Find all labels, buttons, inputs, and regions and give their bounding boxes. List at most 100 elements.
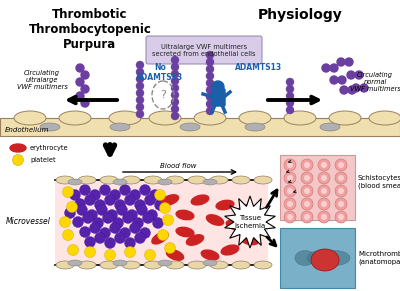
Circle shape [360, 84, 368, 92]
Ellipse shape [56, 176, 74, 184]
Circle shape [110, 189, 120, 200]
Circle shape [287, 188, 293, 194]
Circle shape [136, 82, 144, 90]
Circle shape [304, 188, 310, 194]
Ellipse shape [158, 260, 172, 266]
Circle shape [146, 210, 158, 221]
Circle shape [106, 210, 118, 221]
Circle shape [64, 207, 76, 219]
Circle shape [136, 61, 144, 69]
Circle shape [126, 210, 138, 221]
Text: Blood flow: Blood flow [160, 163, 196, 169]
Circle shape [116, 205, 128, 216]
Circle shape [337, 58, 345, 66]
Circle shape [286, 106, 294, 114]
Ellipse shape [329, 111, 361, 125]
Circle shape [112, 217, 124, 228]
Circle shape [318, 185, 330, 197]
Circle shape [130, 223, 140, 233]
Ellipse shape [295, 251, 315, 265]
Ellipse shape [254, 176, 272, 184]
Circle shape [80, 184, 90, 196]
Circle shape [171, 63, 179, 71]
Circle shape [171, 56, 179, 64]
Circle shape [335, 172, 347, 184]
Ellipse shape [158, 179, 172, 185]
Ellipse shape [166, 250, 184, 260]
Circle shape [104, 237, 116, 249]
Circle shape [286, 99, 294, 107]
Circle shape [335, 185, 347, 197]
Circle shape [144, 249, 156, 260]
Circle shape [132, 217, 144, 228]
Circle shape [206, 100, 214, 108]
Circle shape [81, 85, 89, 93]
Circle shape [171, 105, 179, 113]
Circle shape [301, 185, 313, 197]
Circle shape [321, 175, 327, 181]
Circle shape [338, 175, 344, 181]
Circle shape [76, 92, 84, 100]
Circle shape [304, 162, 310, 168]
Circle shape [352, 84, 360, 92]
Ellipse shape [206, 215, 224, 225]
Ellipse shape [186, 235, 204, 245]
Circle shape [12, 155, 24, 166]
Circle shape [318, 198, 330, 210]
Circle shape [62, 187, 74, 198]
Circle shape [114, 233, 126, 244]
Circle shape [330, 76, 338, 84]
Circle shape [134, 233, 146, 244]
Circle shape [92, 217, 104, 228]
Ellipse shape [176, 210, 194, 220]
Circle shape [304, 175, 310, 181]
Circle shape [338, 76, 346, 84]
Text: Endothelium: Endothelium [5, 127, 50, 133]
Circle shape [171, 70, 179, 78]
Ellipse shape [241, 235, 259, 245]
Ellipse shape [56, 261, 74, 269]
Bar [280, 155, 355, 220]
Ellipse shape [152, 232, 168, 244]
Circle shape [140, 228, 150, 239]
Circle shape [134, 200, 146, 210]
Circle shape [318, 159, 330, 171]
Text: Tissue
Ischemia: Tissue Ischemia [234, 216, 266, 228]
Circle shape [338, 214, 344, 220]
Circle shape [286, 92, 294, 100]
Circle shape [124, 237, 136, 249]
Ellipse shape [232, 261, 250, 269]
Ellipse shape [109, 111, 141, 125]
Circle shape [81, 99, 89, 107]
Ellipse shape [191, 195, 209, 205]
Circle shape [284, 185, 296, 197]
Circle shape [206, 51, 214, 59]
Ellipse shape [210, 176, 228, 184]
Ellipse shape [203, 260, 217, 266]
Text: Thrombotic
Thrombocytopenic
Purpura: Thrombotic Thrombocytopenic Purpura [28, 8, 152, 51]
Bar [0, 118, 400, 136]
Ellipse shape [144, 176, 162, 184]
Circle shape [284, 211, 296, 223]
Ellipse shape [201, 250, 219, 260]
Ellipse shape [113, 260, 127, 266]
Ellipse shape [210, 261, 228, 269]
FancyBboxPatch shape [146, 36, 262, 64]
Circle shape [335, 159, 347, 171]
Text: Schistocytes
(blood smear): Schistocytes (blood smear) [358, 175, 400, 189]
Circle shape [110, 223, 120, 233]
Ellipse shape [232, 176, 250, 184]
Ellipse shape [320, 251, 350, 265]
Circle shape [86, 210, 98, 221]
Circle shape [286, 78, 294, 86]
Circle shape [284, 172, 296, 184]
Circle shape [162, 214, 174, 226]
Ellipse shape [369, 111, 400, 125]
Ellipse shape [110, 123, 130, 131]
Ellipse shape [180, 123, 200, 131]
Circle shape [120, 184, 130, 196]
Circle shape [136, 110, 144, 118]
Ellipse shape [221, 245, 239, 255]
Circle shape [321, 188, 327, 194]
Circle shape [94, 200, 106, 210]
